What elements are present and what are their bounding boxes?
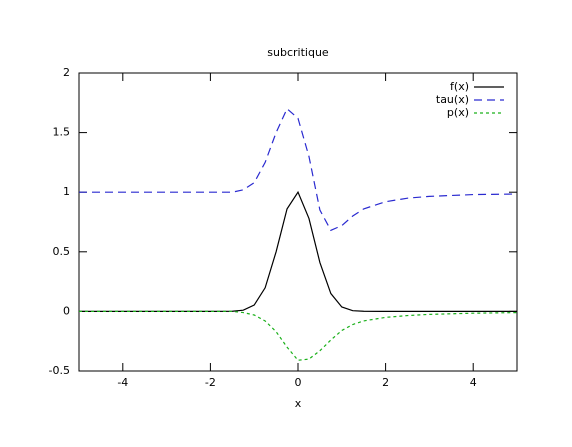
legend-label: tau(x) bbox=[436, 93, 469, 106]
x-tick-label: 2 bbox=[382, 376, 389, 389]
y-tick-label: 0 bbox=[63, 304, 70, 317]
x-tick-label: -2 bbox=[205, 376, 216, 389]
series-line bbox=[79, 310, 518, 361]
x-tick-label: -4 bbox=[117, 376, 128, 389]
y-tick-label: 2 bbox=[63, 66, 70, 79]
y-tick-label: 0.5 bbox=[53, 245, 71, 258]
y-tick-label: 1.5 bbox=[53, 126, 71, 139]
legend-label: f(x) bbox=[450, 80, 469, 93]
y-tick-label: 1 bbox=[63, 185, 70, 198]
series-line bbox=[79, 190, 517, 312]
y-tick-label: -0.5 bbox=[49, 364, 70, 377]
x-axis-label: x bbox=[295, 397, 302, 410]
x-tick-label: 0 bbox=[295, 376, 302, 389]
x-tick-label: 4 bbox=[470, 376, 477, 389]
chart-title: subcritique bbox=[267, 46, 329, 59]
series-line bbox=[79, 107, 518, 232]
legend-label: p(x) bbox=[447, 106, 469, 119]
